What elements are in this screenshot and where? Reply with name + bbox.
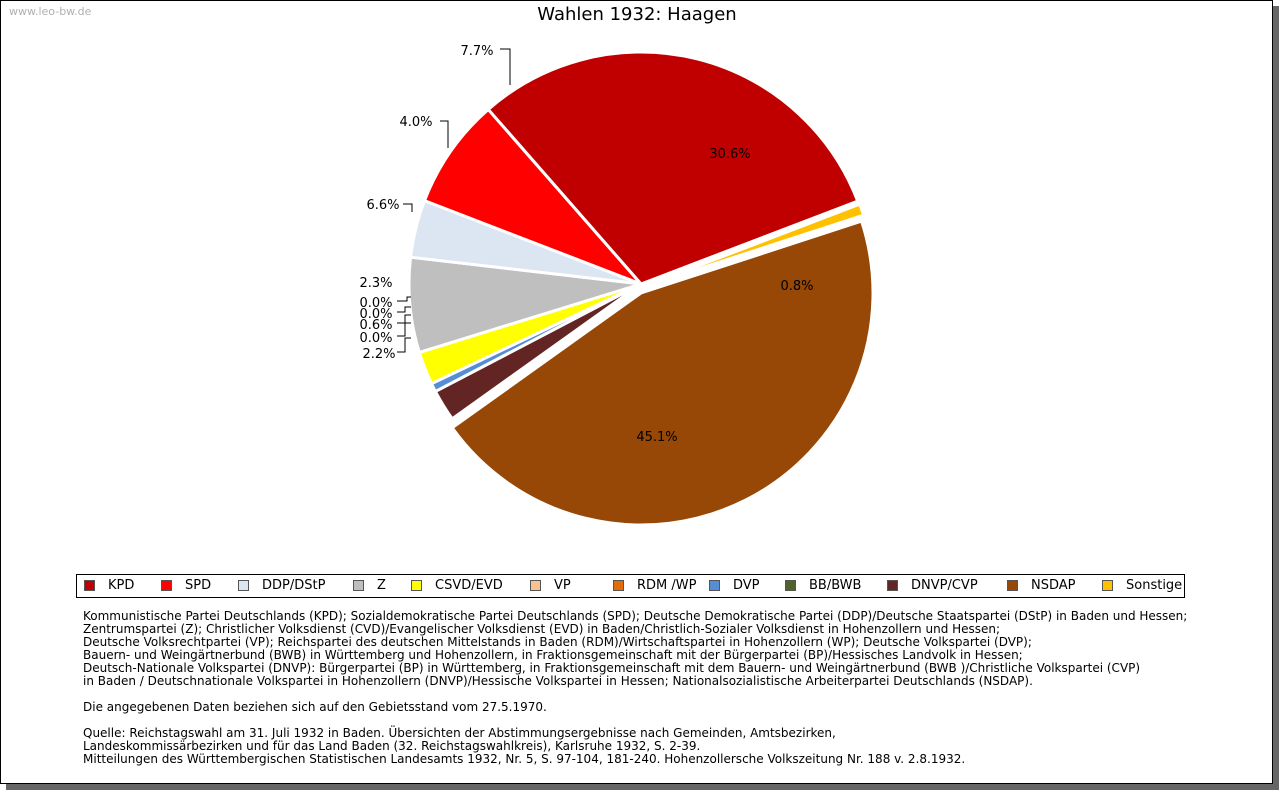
leader-line-spd xyxy=(500,48,511,85)
pie-slice-nsdap xyxy=(450,219,875,527)
leader-line-dvp xyxy=(397,314,411,324)
legend-label: DVP xyxy=(733,578,760,593)
data-label-kpd: 30.6% xyxy=(709,147,750,162)
legend-label: Sonstige xyxy=(1126,578,1183,593)
pie-slice-spd xyxy=(422,107,643,286)
legend-swatch xyxy=(530,580,541,591)
data-label-dvp: 0.6% xyxy=(359,318,392,333)
data-label-csvd-evd: 2.3% xyxy=(359,276,392,291)
note-line: Landeskommissärbezirken und für das Land… xyxy=(83,739,701,753)
legend-label: RDM /WP xyxy=(637,578,697,593)
legend-swatch xyxy=(1102,580,1113,591)
legend-label: NSDAP xyxy=(1031,578,1076,593)
data-label-bb-bwb: 0.0% xyxy=(359,331,392,346)
data-label-rdm-wp: 0.0% xyxy=(359,307,392,322)
pie-slice-sonstige xyxy=(641,202,866,289)
legend-label: DDP/DStP xyxy=(262,578,326,593)
legend-swatch xyxy=(84,580,95,591)
legend-label: KPD xyxy=(108,578,135,593)
leader-line-dnvp-cvp xyxy=(397,337,411,353)
note-line: Die angegebenen Daten beziehen sich auf … xyxy=(83,700,547,714)
legend-label: BB/BWB xyxy=(809,578,862,593)
legend-swatch xyxy=(161,580,172,591)
note-line: Deutsche Volksrechtpartei (VP); Reichspa… xyxy=(83,635,1032,649)
legend-label: CSVD/EVD xyxy=(435,578,503,593)
note-line: Zentrumspartei (Z); Christlicher Volksdi… xyxy=(83,622,1001,636)
note-line: Kommunistische Partei Deutschlands (KPD)… xyxy=(83,609,1188,623)
data-label-z: 6.6% xyxy=(366,198,399,213)
legend-swatch xyxy=(411,580,422,591)
legend-swatch xyxy=(238,580,249,591)
pie-slice-kpd xyxy=(486,50,860,286)
note-line: Bauern- und Weingärtnerbund (BWB) in Wür… xyxy=(83,648,1023,662)
leader-line-ddp-dstp xyxy=(440,120,449,148)
legend-swatch xyxy=(887,580,898,591)
legend-label: VP xyxy=(554,578,571,593)
data-label-vp: 0.0% xyxy=(359,296,392,311)
data-label-sonstige: 0.8% xyxy=(780,279,813,294)
data-label-nsdap: 45.1% xyxy=(636,430,677,445)
pie-chart: 30.6%0.8%45.1%2.2%0.0%0.6%0.0%0.0%2.3%6.… xyxy=(359,44,875,527)
legend-swatch xyxy=(785,580,796,591)
leader-line-rdm-wp xyxy=(397,306,411,313)
leader-line-bb-bwb xyxy=(397,322,411,337)
note-line: Deutsch-Nationale Volkspartei (DNVP): Bü… xyxy=(83,661,1141,675)
data-label-dnvp-cvp: 2.2% xyxy=(362,347,395,362)
legend: KPD SPD DDP/DStP Z CSVD/EVD VP RDM /WP DVP BB/BW… xyxy=(76,574,1185,598)
legend-swatch xyxy=(1007,580,1018,591)
legend-swatch xyxy=(709,580,720,591)
legend-label: Z xyxy=(377,578,386,593)
note-line: Mitteilungen des Württembergischen Stati… xyxy=(83,752,966,766)
note-line: Quelle: Reichstagswahl am 31. Juli 1932 … xyxy=(83,726,836,740)
legend-swatch xyxy=(353,580,364,591)
notes: Kommunistische Partei Deutschlands (KPD)… xyxy=(83,610,1263,766)
note-line: in Baden / Deutschnationale Volkspartei … xyxy=(83,674,1033,688)
legend-label: SPD xyxy=(185,578,212,593)
chart-title: Wahlen 1932: Haagen xyxy=(537,4,737,25)
data-label-ddp-dstp: 4.0% xyxy=(399,115,432,130)
legend-label: DNVP/CVP xyxy=(911,578,978,593)
data-label-spd: 7.7% xyxy=(460,44,493,59)
leader-line-z xyxy=(403,203,413,212)
legend-swatch xyxy=(613,580,624,591)
leader-line-vp xyxy=(397,296,411,302)
watermark: www.leo-bw.de xyxy=(9,5,92,18)
